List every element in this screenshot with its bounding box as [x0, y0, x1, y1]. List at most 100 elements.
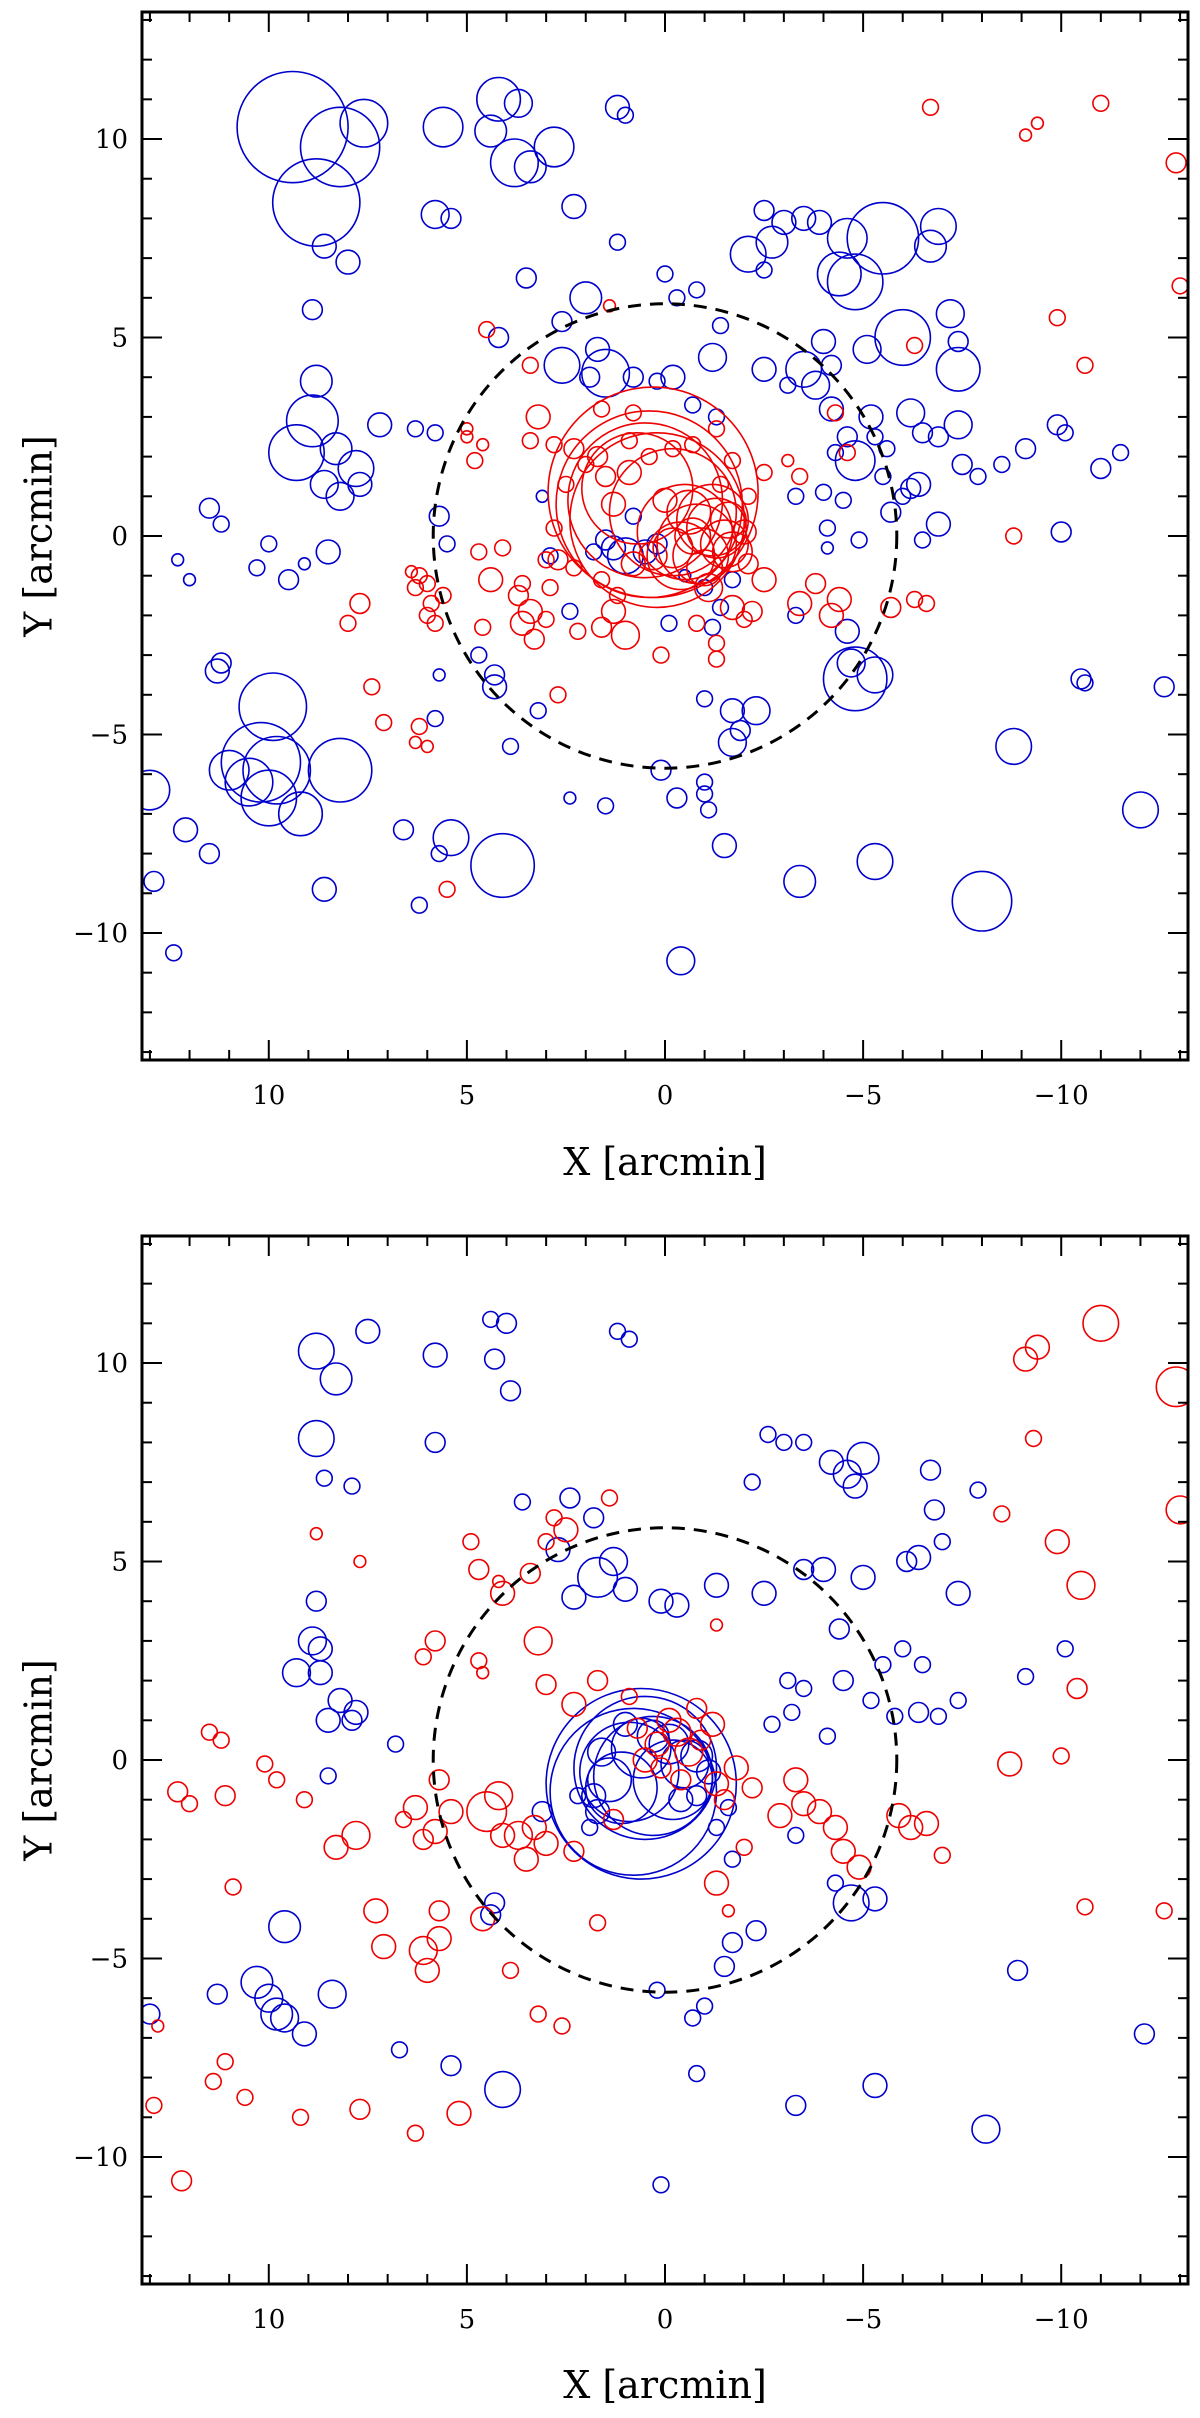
- source-circle: [547, 549, 569, 571]
- source-circle: [297, 556, 312, 571]
- source-circle: [1052, 1747, 1070, 1765]
- source-circle: [598, 1546, 629, 1577]
- source-circle: [553, 1517, 579, 1543]
- source-circle: [549, 686, 567, 704]
- source-circle: [529, 2005, 547, 2023]
- source-circle: [489, 1580, 516, 1607]
- source-circle: [545, 1687, 738, 1880]
- source-circle: [432, 818, 470, 857]
- source-circle: [426, 614, 444, 632]
- source-circle: [719, 697, 746, 724]
- source-circle: [626, 1717, 648, 1739]
- source-circle: [582, 1507, 605, 1529]
- source-circle: [145, 2096, 163, 2115]
- source-circle: [600, 491, 627, 517]
- source-circle: [913, 229, 948, 263]
- source-circle: [713, 1788, 736, 1811]
- plot-area: [142, 70, 1188, 976]
- source-circle: [267, 424, 325, 482]
- source-circle: [533, 1830, 559, 1857]
- source-circle: [563, 1840, 585, 1863]
- source-circle: [664, 1592, 690, 1618]
- source-circle: [787, 487, 805, 505]
- source-circle: [535, 1673, 557, 1696]
- source-circle: [535, 489, 549, 504]
- source-circle: [794, 1433, 813, 1452]
- source-circle: [685, 1697, 708, 1720]
- source-circle: [143, 870, 165, 893]
- source-circle: [545, 519, 563, 537]
- source-circle: [775, 1433, 793, 1452]
- source-circle: [832, 1884, 870, 1922]
- source-circle: [814, 483, 833, 501]
- source-circle: [578, 366, 601, 388]
- y-tick-label: −10: [73, 919, 128, 949]
- source-circle: [741, 1777, 763, 1799]
- source-circle: [723, 451, 742, 470]
- source-circle: [142, 769, 171, 811]
- source-circle: [687, 281, 706, 299]
- source-circle: [785, 350, 823, 388]
- source-circle: [790, 1790, 817, 1817]
- source-circle: [767, 1802, 793, 1829]
- source-circle: [666, 946, 696, 976]
- source-circle: [406, 2124, 425, 2142]
- source-circle: [402, 1794, 429, 1821]
- source-circle: [551, 310, 573, 333]
- source-circle: [1133, 2023, 1156, 2045]
- source-circle: [493, 539, 512, 557]
- x-tick-label: 10: [252, 2305, 285, 2335]
- source-circle: [806, 1798, 833, 1825]
- source-circle: [557, 475, 575, 494]
- source-circle: [685, 549, 724, 587]
- source-circle: [834, 491, 852, 509]
- source-circle: [418, 574, 436, 593]
- source-circle: [242, 735, 312, 805]
- source-circle: [1165, 152, 1187, 174]
- source-circle: [592, 570, 611, 589]
- source-circle: [586, 1757, 633, 1803]
- source-circle: [172, 817, 199, 843]
- source-circle: [268, 1909, 302, 1944]
- source-circle: [208, 749, 250, 791]
- source-circle: [1076, 1898, 1094, 1916]
- source-circle: [537, 610, 555, 629]
- source-circle: [420, 739, 434, 754]
- y-tick-label: 0: [111, 522, 128, 552]
- source-circle: [394, 1810, 413, 1829]
- y-tick-label: 0: [111, 1746, 128, 1776]
- source-circle: [392, 819, 415, 841]
- plot-area: [142, 1304, 1188, 2194]
- source-circle: [826, 1874, 845, 1892]
- source-circle: [1111, 443, 1130, 462]
- source-circle: [790, 205, 817, 232]
- y-tick-label: −10: [73, 2143, 128, 2173]
- y-axis-label: Y [arcmin]: [17, 1659, 61, 1862]
- source-circle: [353, 1554, 367, 1569]
- source-circle: [836, 426, 858, 448]
- source-circle: [719, 594, 746, 621]
- source-circle: [648, 1981, 666, 1999]
- source-circle: [586, 1669, 609, 1692]
- source-circle: [200, 1723, 219, 1741]
- source-circle: [580, 348, 631, 398]
- source-circle: [703, 618, 722, 636]
- source-circle: [319, 1362, 353, 1396]
- source-circle: [281, 1657, 312, 1688]
- source-circle: [755, 261, 773, 279]
- source-circle: [428, 505, 450, 527]
- source-circle: [1004, 527, 1023, 545]
- source-circle: [717, 727, 748, 758]
- source-circle: [745, 1919, 767, 1942]
- source-circle: [339, 614, 357, 632]
- source-circle: [1024, 1429, 1043, 1448]
- source-circle: [180, 1794, 199, 1813]
- source-circle: [483, 1892, 506, 1914]
- source-circle: [584, 1798, 611, 1825]
- source-circle: [460, 429, 474, 444]
- source-circle: [1018, 128, 1033, 142]
- source-circle: [759, 1425, 777, 1444]
- source-circle: [541, 547, 559, 565]
- source-circle: [592, 400, 611, 418]
- source-circle: [729, 235, 767, 273]
